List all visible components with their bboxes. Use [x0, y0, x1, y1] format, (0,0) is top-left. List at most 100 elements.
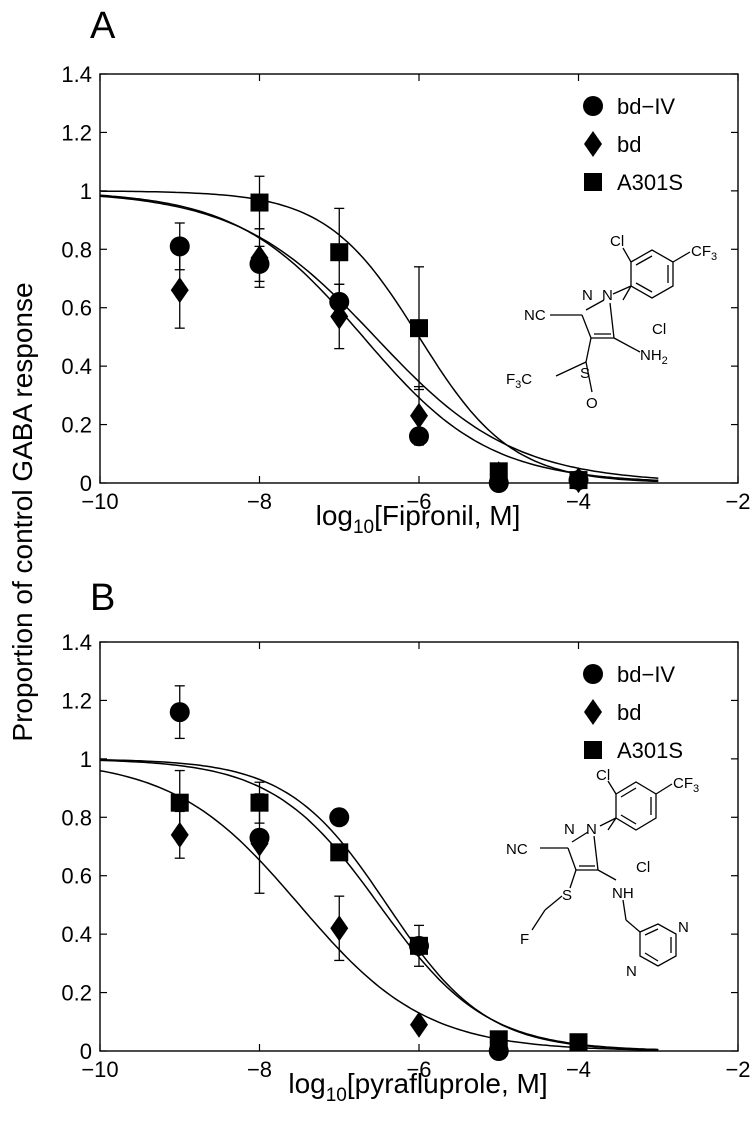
x-tick-label: −2: [725, 489, 750, 514]
y-tick-label: 0.2: [61, 413, 92, 438]
y-tick-label: 1.2: [61, 688, 92, 713]
panel-a-plot: −10 −8 −6 −4 −2 0 0.2 0.4 0.6 0.8 1 1.2 1.4 bd−IV bd A3…: [61, 62, 750, 514]
data-point: [329, 807, 350, 828]
data-point: [250, 193, 269, 212]
data-point: [410, 936, 428, 955]
atom-cl-bottom: Cl: [636, 859, 650, 876]
data-point: [170, 277, 189, 304]
y-tick-label: 1.4: [61, 62, 92, 87]
data-point: [330, 915, 349, 942]
data-point: [330, 243, 349, 262]
plot-frame: [99, 641, 739, 1052]
panel-b-chart: B −10 −8 −6 −4 −200.20.40.60.811.21.4bd−IVbd…: [61, 577, 750, 1106]
y-tick-label: 0.6: [61, 864, 92, 889]
legend-marker: [584, 131, 602, 157]
atom-n-pyrazine-bottom: N: [626, 963, 637, 980]
atom-nc: NC: [506, 841, 528, 858]
y-tick-label: 1: [80, 747, 92, 772]
fit-curve: [99, 759, 659, 1051]
panel-b-letter: B: [90, 577, 115, 619]
y-tick-label: 0.8: [61, 237, 92, 262]
fit-curve: [99, 769, 659, 1051]
x-tick-label: −6: [406, 489, 431, 514]
y-tick-label: 1.4: [61, 630, 92, 655]
legend-label: bd−IV: [617, 94, 675, 119]
panel-a-x-axis-label: log10[Fipronil, M]: [316, 500, 521, 538]
legend-label: bd−IV: [617, 662, 675, 687]
legend-label: bd: [617, 700, 641, 725]
x-tick-label: −8: [247, 489, 272, 514]
data-point: [489, 462, 508, 481]
data-point: [170, 793, 189, 812]
fit-curve: [99, 758, 659, 1051]
x-tick-label: −4: [566, 489, 591, 514]
legend-label: A301S: [617, 738, 683, 763]
legend-marker: [584, 699, 602, 725]
data-point: [569, 1033, 588, 1052]
legend: bd−IV bd A301S: [583, 662, 683, 763]
atom-n2: N: [582, 287, 593, 304]
y-tick-label: 0: [80, 471, 92, 496]
x-tick-label: −4: [566, 1057, 591, 1082]
atom-s: S: [580, 365, 590, 382]
pyrafluprole-atom-labels: Cl CF3 N N NC Cl S NH F N N: [506, 767, 699, 980]
atom-n1: N: [586, 821, 597, 838]
pyrafluprole-structure: [531, 780, 677, 967]
atom-cl-top: Cl: [610, 233, 624, 250]
atom-nh2: NH2: [640, 347, 668, 367]
data-point: [250, 245, 269, 272]
atom-cf3: CF3: [691, 243, 717, 263]
data-point: [169, 236, 190, 257]
legend-marker: [584, 173, 602, 191]
benzene-ring: [630, 249, 674, 299]
data-point: [569, 471, 588, 490]
y-tick-label: 1: [80, 179, 92, 204]
y-tick-label: 0.6: [61, 296, 92, 321]
atom-o: O: [586, 395, 598, 412]
legend-label: bd: [617, 132, 641, 157]
data-point: [330, 843, 349, 862]
atom-f3c: F3C: [506, 371, 532, 391]
benzene-ring: [615, 781, 657, 831]
data-point: [169, 702, 190, 723]
atom-cl-top: Cl: [596, 767, 610, 784]
data-point: [330, 303, 349, 330]
fit-curve: [99, 190, 659, 483]
fipronil-atom-labels: Cl CF3 N N NC Cl NH2 F3C S O: [506, 233, 717, 412]
panel-a-letter: A: [90, 5, 116, 47]
data-point: [410, 402, 428, 429]
legend-label: A301S: [617, 170, 683, 195]
atom-nh: NH: [612, 885, 634, 902]
y-tick-label: 1.2: [61, 120, 92, 145]
legend-marker: [583, 664, 603, 684]
legend: bd−IV bd A301S: [583, 94, 683, 195]
x-tick-label: −6: [406, 1057, 431, 1082]
pyrazine-ring: [639, 923, 677, 967]
y-tick-label: 0.8: [61, 805, 92, 830]
y-tick-label: 0: [80, 1039, 92, 1064]
data-point: [489, 1030, 508, 1049]
y-tick-label: 0.4: [61, 922, 92, 947]
atom-n1: N: [602, 287, 613, 304]
fipronil-structure: [550, 247, 691, 393]
y-axis-label: Proportion of control GABA response: [7, 282, 38, 741]
x-tick-label: −8: [247, 1057, 272, 1082]
y-tick-label: 0.2: [61, 981, 92, 1006]
fit-curve: [99, 195, 659, 479]
atom-cf3: CF3: [673, 775, 699, 795]
data-point: [410, 319, 428, 338]
panel-a-chart: A −10 −8 −6 −4 −200.20.40.60.811.21.4bd−IVbd…: [61, 5, 750, 538]
x-tick-label: −10: [81, 489, 118, 514]
x-tick-label: −2: [725, 1057, 750, 1082]
x-tick-label: −10: [81, 1057, 118, 1082]
legend-marker: [584, 741, 602, 759]
atom-n-pyrazine-top: N: [678, 919, 689, 936]
y-tick-label: 0.4: [61, 354, 92, 379]
atom-s: S: [562, 887, 572, 904]
atom-nc: NC: [524, 307, 546, 324]
legend-marker: [583, 96, 603, 116]
atom-n2: N: [564, 821, 575, 838]
data-point: [410, 1011, 428, 1038]
panel-b-x-axis-label: log10[pyrafluprole, M]: [288, 1068, 547, 1106]
